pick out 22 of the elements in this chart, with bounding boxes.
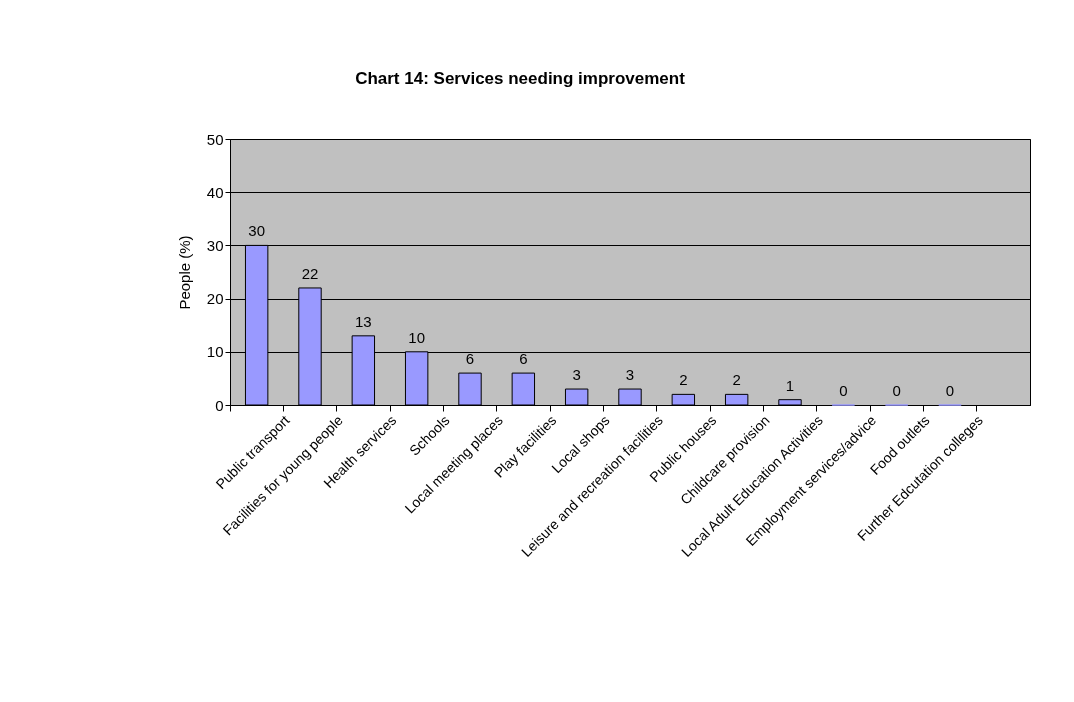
data-label: 0	[945, 382, 955, 399]
y-axis-title: People (%)	[175, 235, 193, 310]
data-label: 3	[572, 366, 581, 384]
data-label: 0	[839, 382, 848, 399]
y-tick-label: 0	[215, 396, 224, 414]
data-label: 30	[248, 222, 266, 240]
data-label: 3	[625, 366, 635, 384]
data-label: 0	[892, 382, 901, 399]
y-tick-label: 10	[206, 343, 224, 361]
data-label: 6	[465, 350, 475, 368]
data-label: 6	[519, 350, 528, 368]
chart-title: Chart 14: Services needing improvement	[355, 69, 686, 88]
data-label: 13	[354, 312, 372, 330]
data-label: 2	[732, 371, 741, 389]
y-tick-label: 20	[206, 290, 224, 308]
data-label: 22	[301, 264, 319, 282]
data-label: 1	[785, 376, 795, 394]
y-tick-label: 40	[206, 183, 224, 201]
y-tick-label: 30	[206, 236, 224, 254]
data-label: 2	[679, 371, 688, 389]
data-label: 10	[408, 328, 426, 346]
y-tick-label: 50	[206, 130, 224, 148]
